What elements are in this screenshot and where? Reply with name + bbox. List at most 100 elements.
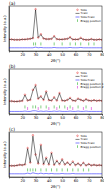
- bragg-tick: [27, 168, 28, 171]
- x-tick: 30: [34, 177, 39, 183]
- bragg-tick: [72, 107, 73, 110]
- observed-point: [35, 8, 37, 10]
- legend-item: Bragg position 2: [78, 85, 104, 89]
- bragg-tick: [62, 42, 63, 45]
- legend-symbol: [76, 139, 80, 140]
- x-tick-label: 50: [60, 116, 65, 120]
- x-tick: 20: [20, 177, 25, 183]
- bragg-tick: [75, 42, 76, 45]
- bragg-tick: [54, 105, 55, 108]
- bragg-tick: [88, 42, 89, 45]
- x-axis: 20304050607080: [10, 177, 104, 183]
- x-tick: 80: [100, 114, 104, 120]
- x-axis-title: 2θ(°): [51, 184, 61, 189]
- panel: 203040506070802θ(°)Intensity (a.u.)(c)Yo…: [3, 127, 104, 189]
- x-tick: 80: [100, 177, 104, 183]
- observed-point: [40, 144, 42, 146]
- legend-symbol: [77, 135, 79, 137]
- bragg-tick: [94, 42, 95, 45]
- y-axis-line: [9, 7, 10, 52]
- plot-frame: [9, 132, 102, 177]
- y-axis: [9, 70, 10, 115]
- panel: 203040506070802θ(°)Intensity (a.u.)(a)Yo…: [3, 1, 104, 63]
- x-tick: 80: [100, 51, 104, 57]
- legend-label: Bragg position: [81, 19, 102, 23]
- series-line: [9, 47, 102, 49]
- legend-symbol: [77, 145, 78, 148]
- bragg-tick: [32, 168, 33, 171]
- bragg-tick: [54, 42, 55, 45]
- x-axis: 20304050607080: [10, 114, 104, 120]
- bragg-tick: [35, 105, 36, 108]
- x-tick-label: 20: [20, 179, 25, 183]
- x-tick-label: 80: [100, 53, 104, 57]
- bragg-tick: [67, 168, 68, 171]
- panel-title: (b): [9, 64, 16, 69]
- x-tick: 70: [87, 51, 92, 57]
- bragg-tick: [46, 168, 47, 171]
- x-tick: 50: [60, 51, 65, 57]
- legend: YobsYcalcYobs-YcalcBragg position 1Bragg…: [76, 71, 104, 89]
- legend-symbol: [76, 143, 80, 144]
- legend-item: Bragg position: [78, 145, 102, 149]
- bragg-tick: [64, 105, 65, 108]
- x-tick-label: 60: [74, 53, 79, 57]
- bragg-tick: [59, 105, 60, 108]
- x-tick: 20: [20, 51, 25, 57]
- x-tick-label: 20: [20, 53, 25, 57]
- plot-frame: [9, 69, 102, 114]
- bragg-tick: [38, 107, 39, 110]
- legend-symbol: [77, 19, 78, 22]
- series-line: [9, 172, 102, 174]
- x-tick: 70: [87, 114, 92, 120]
- x-tick: 60: [74, 51, 79, 57]
- bragg-tick: [62, 168, 63, 171]
- x-tick-label: 80: [100, 116, 104, 120]
- series-line: [9, 136, 102, 166]
- panel-title: (c): [9, 127, 15, 132]
- x-tick-label: 70: [87, 53, 92, 57]
- x-tick-label: 80: [100, 179, 104, 183]
- legend-symbol: [76, 76, 80, 77]
- bragg-tick: [48, 107, 49, 110]
- x-tick-label: 30: [34, 53, 39, 57]
- bragg-tick: [80, 42, 81, 45]
- y-axis: [9, 133, 10, 178]
- bragg-tick: [56, 168, 57, 171]
- bragg-tick: [78, 168, 79, 171]
- x-tick-label: 60: [74, 179, 79, 183]
- legend-symbol: [76, 13, 80, 14]
- bragg-tick: [27, 107, 28, 110]
- x-tick-label: 40: [47, 116, 52, 120]
- x-tick-label: 30: [34, 179, 39, 183]
- bragg-tick: [91, 107, 92, 110]
- observed-point: [32, 134, 34, 136]
- legend-symbol: [76, 80, 80, 81]
- panel: 203040506070802θ(°)Intensity (a.u.)(b)Yo…: [3, 64, 104, 126]
- legend-symbol: [76, 17, 80, 18]
- marks: [9, 8, 102, 47]
- bragg-tick: [35, 42, 36, 45]
- x-tick-label: 30: [34, 116, 39, 120]
- bragg-tick: [67, 107, 68, 110]
- x-tick-label: 40: [47, 53, 52, 57]
- marks: [9, 84, 102, 111]
- x-tick: 40: [47, 114, 52, 120]
- x-tick: 40: [47, 177, 52, 183]
- bragg-tick: [86, 105, 87, 108]
- x-tick: 50: [60, 177, 65, 183]
- bragg-tick: [40, 42, 41, 45]
- legend: YobsYcalcYobs-YcalcBragg position: [76, 8, 102, 23]
- bragg-tick: [33, 42, 34, 45]
- bragg-tick: [83, 107, 84, 110]
- bragg-tick: [56, 107, 57, 110]
- x-tick: 30: [34, 51, 39, 57]
- x-tick: 30: [34, 114, 39, 120]
- bragg-tick: [32, 105, 33, 108]
- y-axis-line: [9, 133, 10, 178]
- bragg-tick: [70, 105, 71, 108]
- x-axis: 20 30 40 50 60 70 80: [10, 51, 104, 57]
- bragg-tick: [40, 105, 41, 108]
- observed-point: [27, 147, 29, 149]
- bragg-tick: [40, 168, 41, 171]
